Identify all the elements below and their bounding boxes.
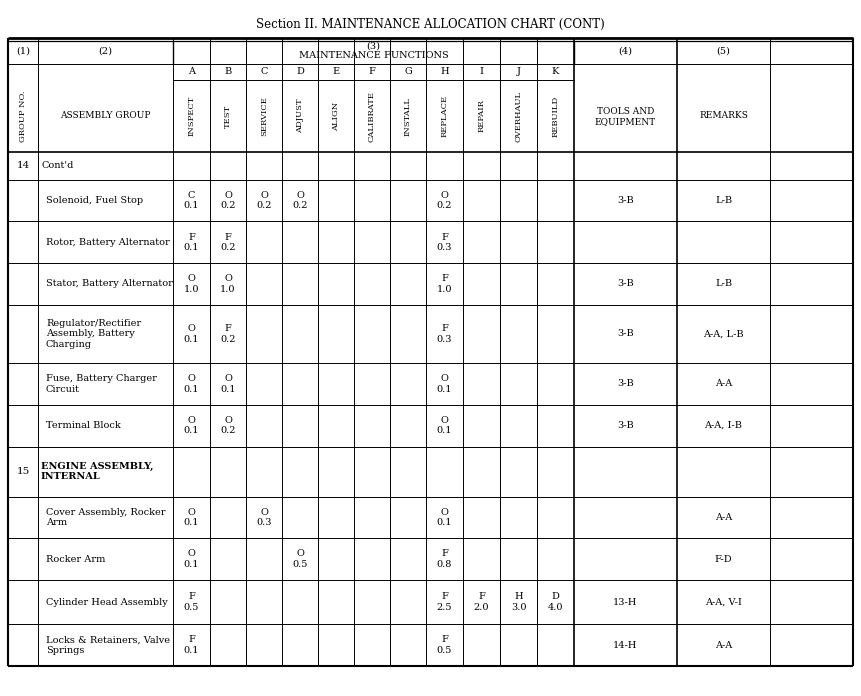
Text: O
0.2: O 0.2 [257,191,272,210]
Text: F
0.3: F 0.3 [437,324,452,344]
Text: F
0.1: F 0.1 [183,232,199,252]
Text: 14: 14 [16,161,29,171]
Text: C
0.1: C 0.1 [183,191,199,210]
Text: 3-B: 3-B [617,329,634,338]
Text: F-D: F-D [715,555,733,564]
Text: ALIGN: ALIGN [332,102,340,131]
Text: O
0.5: O 0.5 [293,549,307,569]
Text: Cylinder Head Assembly: Cylinder Head Assembly [46,598,168,607]
Text: REPAIR: REPAIR [478,100,486,132]
Text: REPLACE: REPLACE [441,95,449,137]
Text: O
0.1: O 0.1 [183,416,199,436]
Text: O
0.1: O 0.1 [437,374,452,394]
Text: F
0.8: F 0.8 [437,549,452,569]
Text: 13-H: 13-H [613,598,638,607]
Text: H: H [440,68,449,77]
Text: F
1.0: F 1.0 [437,274,452,294]
Text: O
0.1: O 0.1 [183,374,199,394]
Text: 3-B: 3-B [617,379,634,388]
Text: 3-B: 3-B [617,196,634,205]
Text: O
0.1: O 0.1 [183,507,199,527]
Text: F
0.5: F 0.5 [183,592,199,612]
Text: O
1.0: O 1.0 [183,274,199,294]
Text: D
4.0: D 4.0 [548,592,563,612]
Text: Regulator/Rectifier
Assembly, Battery
Charging: Regulator/Rectifier Assembly, Battery Ch… [46,319,141,349]
Text: SERVICE: SERVICE [260,96,268,136]
Text: O
0.1: O 0.1 [437,507,452,527]
Text: O
0.3: O 0.3 [257,507,272,527]
Text: F
0.2: F 0.2 [220,232,236,252]
Text: A-A, V-I: A-A, V-I [705,598,742,607]
Text: F
0.5: F 0.5 [437,635,452,655]
Text: (1): (1) [16,47,30,56]
Text: G: G [404,68,412,77]
Text: A-A: A-A [715,379,732,388]
Text: F
0.3: F 0.3 [437,232,452,252]
Text: TOOLS AND: TOOLS AND [597,107,654,116]
Text: F: F [369,68,375,77]
Text: F
0.1: F 0.1 [183,635,199,655]
Text: 14-H: 14-H [613,640,638,649]
Text: L-B: L-B [715,280,732,288]
Text: ASSEMBLY GROUP: ASSEMBLY GROUP [60,111,151,120]
Text: 3-B: 3-B [617,280,634,288]
Text: H
3.0: H 3.0 [511,592,526,612]
Text: MAINTENANCE FUNCTIONS: MAINTENANCE FUNCTIONS [299,52,449,61]
Text: O
0.2: O 0.2 [292,191,307,210]
Text: O
0.1: O 0.1 [183,549,199,569]
Text: REMARKS: REMARKS [699,111,748,120]
Text: Locks & Retainers, Valve
Springs: Locks & Retainers, Valve Springs [46,635,170,655]
Text: ADJUST: ADJUST [296,99,304,134]
Text: (2): (2) [98,47,113,56]
Text: I: I [480,68,484,77]
Text: F
2.5: F 2.5 [437,592,452,612]
Text: Cont'd: Cont'd [41,161,73,171]
Text: 3-B: 3-B [617,421,634,430]
Text: O
0.2: O 0.2 [220,416,236,436]
Text: A-A, L-B: A-A, L-B [703,329,744,338]
Text: F
2.0: F 2.0 [474,592,489,612]
Text: REBUILD: REBUILD [552,95,560,136]
Text: OVERHAUL: OVERHAUL [515,90,523,141]
Text: O
0.1: O 0.1 [183,324,199,344]
Text: Terminal Block: Terminal Block [46,421,121,430]
Text: A-A: A-A [715,640,732,649]
Text: Section II. MAINTENANCE ALLOCATION CHART (CONT): Section II. MAINTENANCE ALLOCATION CHART… [256,17,604,31]
Text: O
0.2: O 0.2 [437,191,452,210]
Text: J: J [517,68,521,77]
Text: D: D [296,68,304,77]
Text: C: C [260,68,268,77]
Text: B: B [225,68,232,77]
Text: O
0.2: O 0.2 [220,191,236,210]
Text: A-A, I-B: A-A, I-B [704,421,742,430]
Text: A: A [188,68,195,77]
Text: O
1.0: O 1.0 [220,274,236,294]
Text: CALIBRATE: CALIBRATE [368,90,376,141]
Text: (3): (3) [367,42,381,51]
Text: Rocker Arm: Rocker Arm [46,555,105,564]
Text: O
0.1: O 0.1 [437,416,452,436]
Text: Stator, Battery Alternator: Stator, Battery Alternator [46,280,173,288]
Text: INSTALL: INSTALL [404,97,412,136]
Text: INSPECT: INSPECT [188,96,195,136]
Text: ENGINE ASSEMBLY,
INTERNAL: ENGINE ASSEMBLY, INTERNAL [41,462,153,481]
Text: Fuse, Battery Charger
Circuit: Fuse, Battery Charger Circuit [46,374,157,394]
Text: EQUIPMENT: EQUIPMENT [595,118,656,127]
Text: (5): (5) [716,47,730,56]
Text: A-A: A-A [715,513,732,522]
Text: K: K [552,68,559,77]
Text: 15: 15 [16,467,29,476]
Text: F
0.2: F 0.2 [220,324,236,344]
Text: Solenoid, Fuel Stop: Solenoid, Fuel Stop [46,196,143,205]
Text: O
0.1: O 0.1 [220,374,236,394]
Text: GROUP NO.: GROUP NO. [19,90,27,142]
Text: Rotor, Battery Alternator: Rotor, Battery Alternator [46,238,170,247]
Text: TEST: TEST [224,104,232,127]
Text: L-B: L-B [715,196,732,205]
Text: Cover Assembly, Rocker
Arm: Cover Assembly, Rocker Arm [46,507,165,527]
Text: E: E [332,68,339,77]
Text: (4): (4) [618,47,633,56]
